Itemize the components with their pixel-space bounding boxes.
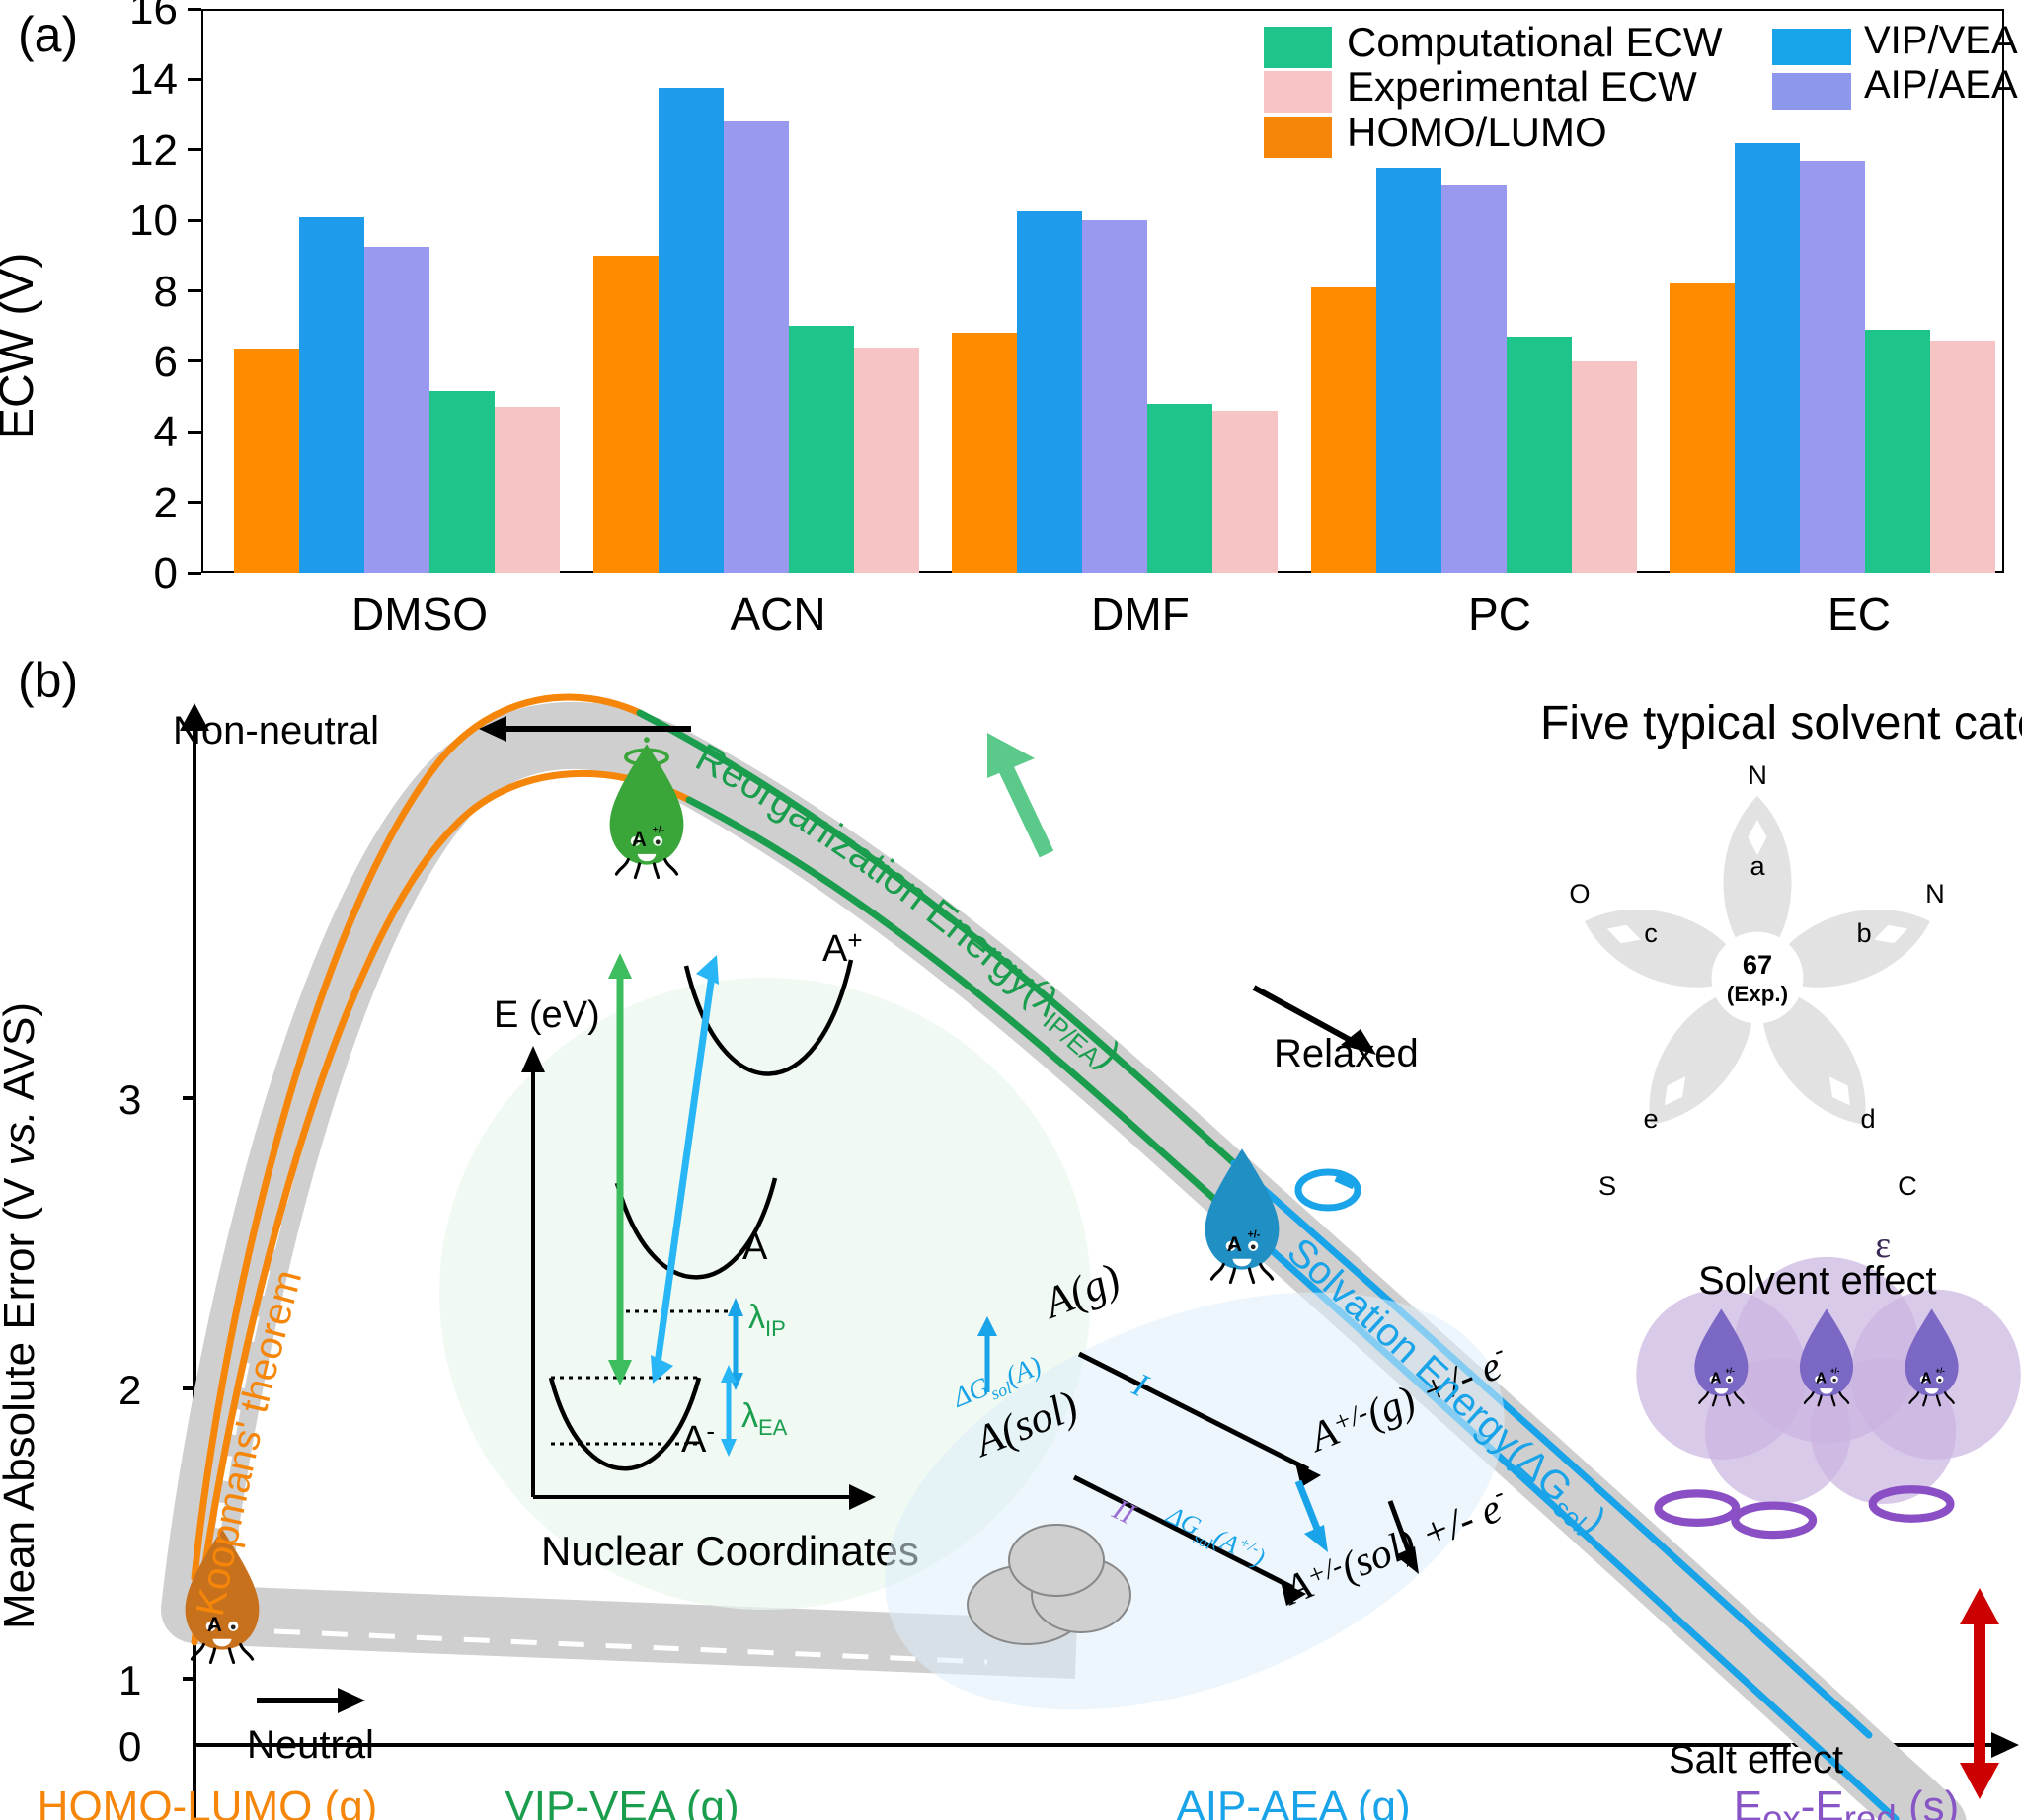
svg-text:+/-: +/- [1725, 1367, 1735, 1376]
svg-text:A: A [1710, 1370, 1721, 1386]
svg-text:A: A [742, 1227, 768, 1268]
svg-text:+/-: +/- [1247, 1228, 1260, 1240]
svg-text:b: b [1856, 917, 1871, 948]
svg-text:c: c [1644, 917, 1658, 948]
svg-text:S: S [1598, 1170, 1616, 1201]
svg-text:e: e [1643, 1103, 1658, 1134]
svg-text:O: O [1569, 878, 1590, 909]
svg-text:+/-: +/- [1936, 1367, 1946, 1376]
svg-text:A: A [632, 829, 647, 851]
svg-text:a: a [1750, 850, 1765, 881]
svg-text:N: N [1925, 878, 1945, 909]
svg-text:d: d [1860, 1103, 1875, 1134]
svg-text:A: A [1816, 1370, 1827, 1386]
svg-text:+/-: +/- [652, 824, 664, 835]
svg-text:N: N [1748, 759, 1767, 790]
svg-text:A: A [1921, 1370, 1932, 1386]
svg-text:A: A [1227, 1233, 1242, 1256]
svg-text:Nuclear Coordinates: Nuclear Coordinates [541, 1528, 919, 1574]
svg-text:+/-: +/- [1830, 1367, 1840, 1376]
svg-text:A+: A+ [822, 925, 863, 970]
svg-text:E (eV): E (eV) [494, 994, 600, 1036]
svg-text:(Exp.): (Exp.) [1727, 982, 1788, 1006]
svg-text:67: 67 [1743, 949, 1772, 980]
svg-text:C: C [1898, 1170, 1917, 1201]
